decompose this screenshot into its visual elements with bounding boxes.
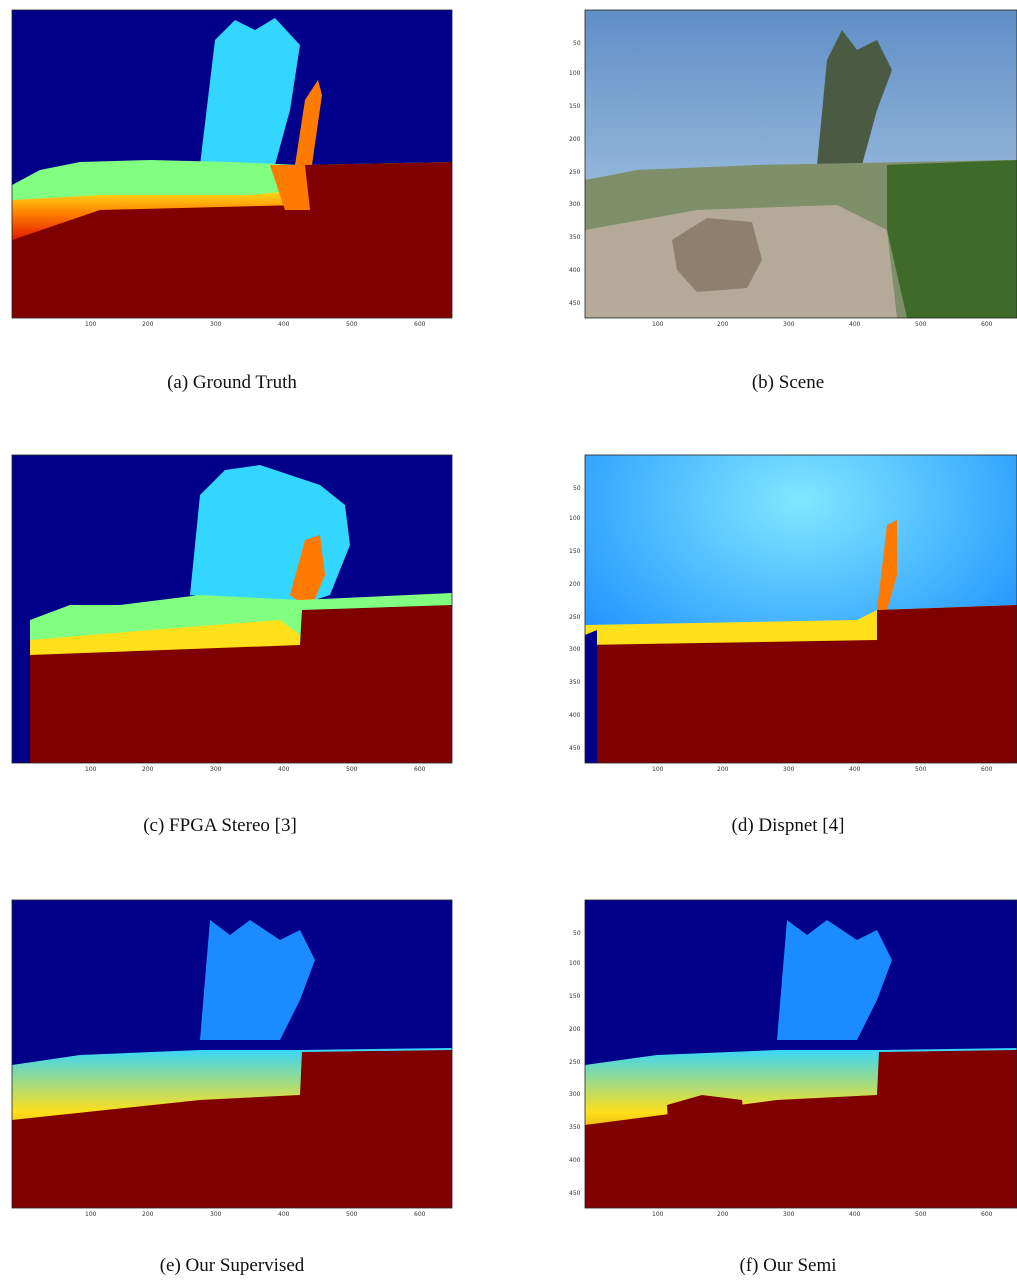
svg-text:500: 500 — [915, 321, 927, 328]
svg-text:300: 300 — [569, 1091, 581, 1098]
svg-text:150: 150 — [569, 993, 581, 1000]
svg-text:100: 100 — [652, 1211, 664, 1218]
svg-text:100: 100 — [569, 70, 581, 77]
svg-text:500: 500 — [346, 321, 358, 328]
svg-text:200: 200 — [717, 321, 729, 328]
svg-text:400: 400 — [849, 1211, 861, 1218]
svg-text:600: 600 — [981, 321, 993, 328]
panel-fpga-stereo: 100 200 300 400 500 600 — [0, 445, 460, 775]
svg-text:400: 400 — [278, 1211, 290, 1218]
boulder — [672, 218, 762, 292]
caption-a: (a) Ground Truth — [167, 372, 297, 393]
svg-text:500: 500 — [915, 1211, 927, 1218]
svg-text:500: 500 — [346, 1211, 358, 1218]
svg-text:200: 200 — [142, 1211, 154, 1218]
svg-text:250: 250 — [569, 614, 581, 621]
svg-text:50: 50 — [573, 40, 581, 47]
svg-text:450: 450 — [569, 300, 581, 307]
svg-text:500: 500 — [346, 766, 358, 773]
svg-text:400: 400 — [569, 267, 581, 274]
svg-text:200: 200 — [569, 581, 581, 588]
panel-ground-truth: 100 200 300 400 500 600 — [0, 0, 460, 330]
svg-text:150: 150 — [569, 548, 581, 555]
svg-text:500: 500 — [915, 766, 927, 773]
svg-text:200: 200 — [717, 1211, 729, 1218]
svg-text:600: 600 — [981, 1211, 993, 1218]
svg-text:400: 400 — [849, 766, 861, 773]
svg-text:400: 400 — [569, 712, 581, 719]
svg-text:300: 300 — [569, 646, 581, 653]
svg-text:100: 100 — [569, 960, 581, 967]
svg-text:200: 200 — [569, 1026, 581, 1033]
svg-text:300: 300 — [210, 1211, 222, 1218]
panel-our-supervised: 100 200 300 400 500 600 — [0, 890, 460, 1220]
svg-text:600: 600 — [981, 766, 993, 773]
svg-text:450: 450 — [569, 1190, 581, 1197]
panel-scene: 100 200 300 400 500 600 50 100 150 200 250 300… — [557, 0, 1017, 330]
svg-text:400: 400 — [569, 1157, 581, 1164]
tree-region — [777, 920, 892, 1040]
svg-text:300: 300 — [210, 766, 222, 773]
caption-c: (c) FPGA Stereo [3] — [143, 815, 297, 836]
svg-text:350: 350 — [569, 679, 581, 686]
svg-text:250: 250 — [569, 1059, 581, 1066]
svg-text:600: 600 — [414, 1211, 426, 1218]
svg-text:50: 50 — [573, 930, 581, 937]
panel-dispnet: 100 200 300 400 500 600 50 100 150 200 250 300… — [557, 445, 1017, 775]
tree — [817, 30, 892, 165]
svg-text:450: 450 — [569, 745, 581, 752]
svg-text:600: 600 — [414, 766, 426, 773]
caption-e: (e) Our Supervised — [159, 1255, 305, 1276]
svg-text:300: 300 — [210, 321, 222, 328]
svg-text:400: 400 — [278, 766, 290, 773]
svg-text:100: 100 — [85, 321, 97, 328]
caption-f: (f) Our Semi — [739, 1255, 837, 1276]
svg-text:200: 200 — [569, 136, 581, 143]
hedge — [887, 160, 1017, 318]
svg-text:150: 150 — [569, 103, 581, 110]
svg-text:300: 300 — [783, 766, 795, 773]
svg-text:100: 100 — [652, 321, 664, 328]
svg-text:300: 300 — [783, 1211, 795, 1218]
svg-text:400: 400 — [849, 321, 861, 328]
svg-text:100: 100 — [569, 515, 581, 522]
tree-region — [200, 920, 315, 1040]
svg-text:350: 350 — [569, 1124, 581, 1131]
svg-text:100: 100 — [652, 766, 664, 773]
svg-text:100: 100 — [85, 1211, 97, 1218]
svg-text:400: 400 — [278, 321, 290, 328]
caption-b: (b) Scene — [751, 372, 825, 393]
caption-d: (d) Dispnet [4] — [731, 815, 845, 836]
svg-text:250: 250 — [569, 169, 581, 176]
svg-text:350: 350 — [569, 234, 581, 241]
tree-region — [200, 18, 300, 165]
svg-text:100: 100 — [85, 766, 97, 773]
svg-text:300: 300 — [783, 321, 795, 328]
svg-text:200: 200 — [717, 766, 729, 773]
svg-text:600: 600 — [414, 321, 426, 328]
svg-text:50: 50 — [573, 485, 581, 492]
svg-text:200: 200 — [142, 766, 154, 773]
svg-text:300: 300 — [569, 201, 581, 208]
panel-our-semi: 100 200 300 400 500 600 50 100 150 200 250 300… — [557, 890, 1017, 1220]
svg-text:200: 200 — [142, 321, 154, 328]
